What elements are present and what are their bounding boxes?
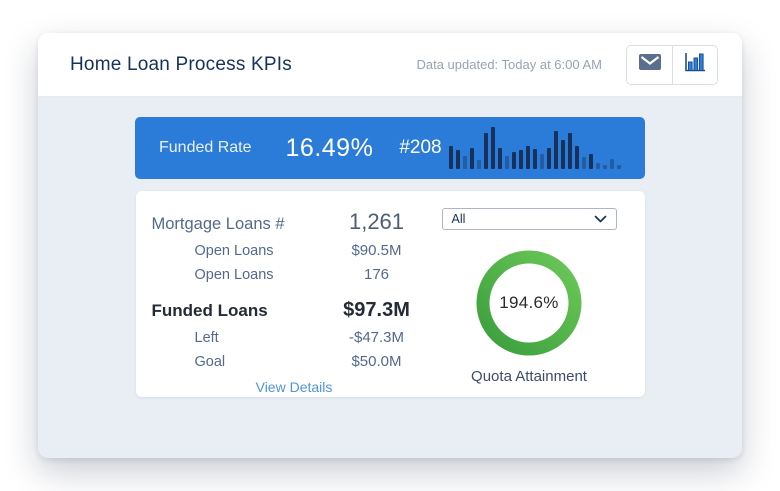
filter-dropdown[interactable]: All	[441, 208, 617, 230]
sparkline-bar	[519, 150, 523, 169]
sparkline-bar	[617, 164, 621, 169]
metric-value: $97.3M	[343, 299, 410, 321]
envelope-icon	[638, 54, 661, 75]
sparkline-bar	[463, 156, 467, 169]
sparkline-bar	[589, 154, 593, 169]
metric-row: Open Loans $90.5M	[152, 242, 442, 259]
metric-label: Left	[194, 330, 219, 346]
filter-selected-value: All	[451, 212, 466, 226]
funded-rate-label: Funded Rate	[159, 139, 252, 156]
metric-label: Funded Loans	[151, 301, 268, 320]
metric-value: $90.5M	[351, 242, 402, 259]
chevron-down-icon	[594, 210, 607, 228]
header: Home Loan Process KPIs Data updated: Tod…	[38, 33, 742, 97]
metric-row: Left -$47.3M	[152, 329, 442, 346]
sparkline-bar	[449, 145, 453, 169]
metric-label: Open Loans	[194, 267, 274, 283]
metric-value: 1,261	[348, 209, 405, 234]
right-panel: All	[441, 205, 645, 397]
data-updated-text: Data updated: Today at 6:00 AM	[416, 57, 602, 72]
gauge-value: 194.6%	[499, 293, 559, 312]
mortgage-kpi-card: Mortgage Loans #1,261 Open Loans $90.5M Ope…	[135, 191, 645, 397]
chart-button[interactable]	[672, 45, 717, 84]
sparkline-bar	[498, 148, 502, 169]
metric-value: 176	[363, 266, 390, 283]
sparkline-bar	[610, 158, 614, 169]
page-title: Home Loan Process KPIs	[70, 53, 292, 75]
metric-value: -$47.3M	[348, 329, 405, 346]
sparkline-bar	[561, 139, 565, 169]
quota-attainment-gauge: 194.6%	[475, 249, 583, 357]
metrics-list: Mortgage Loans #1,261 Open Loans $90.5M Ope…	[152, 205, 442, 397]
metric-label: Open Loans	[194, 243, 274, 259]
sparkline-bar	[505, 156, 509, 169]
metric-label: Goal	[194, 354, 226, 370]
funded-rate-value: 16.49%	[285, 133, 374, 162]
metric-row: Open Loans 176	[152, 266, 442, 283]
gauge-ring	[476, 250, 582, 356]
funded-rate-count: #208	[399, 137, 442, 158]
gauge-label: Quota Attainment	[471, 368, 587, 385]
view-details-row: View Details	[152, 379, 437, 397]
sparkline-bar	[603, 164, 607, 169]
sparkline-bar	[540, 154, 544, 169]
sparkline-bar	[456, 150, 460, 169]
sparkline-bar	[491, 127, 495, 169]
header-button-group	[626, 44, 718, 85]
metric-label: Mortgage Loans #	[151, 215, 285, 233]
sparkline-bar	[470, 148, 474, 169]
sparkline-bar	[575, 145, 579, 169]
sparkline-bar	[554, 131, 558, 169]
email-button[interactable]	[627, 45, 672, 84]
sparkline-bar	[477, 159, 481, 169]
sparkline-bar	[526, 145, 530, 169]
view-details-link[interactable]: View Details	[255, 379, 333, 395]
sparkline-bar	[533, 148, 537, 169]
sparkline-bar	[512, 152, 516, 169]
metric-row: Goal $50.0M	[152, 353, 442, 370]
kpi-dashboard-window: Home Loan Process KPIs Data updated: Tod…	[38, 33, 742, 458]
sparkline-bar	[547, 148, 551, 169]
sparkline-bar	[568, 133, 572, 169]
metric-row: Mortgage Loans # 1,261	[152, 209, 442, 235]
sparkline-bar	[484, 133, 488, 169]
funded-rate-banner: Funded Rate 16.49% #208	[135, 117, 645, 179]
bar-chart-icon	[684, 52, 706, 77]
metric-value: $50.0M	[351, 353, 402, 370]
metric-row: Funded Loans $97.3M	[152, 299, 442, 322]
sparkline-bar	[596, 162, 600, 169]
dashboard-body: Funded Rate 16.49% #208 Mortgage Loans #…	[38, 97, 742, 458]
funded-rate-sparkline	[449, 127, 621, 169]
sparkline-bar	[582, 157, 586, 169]
